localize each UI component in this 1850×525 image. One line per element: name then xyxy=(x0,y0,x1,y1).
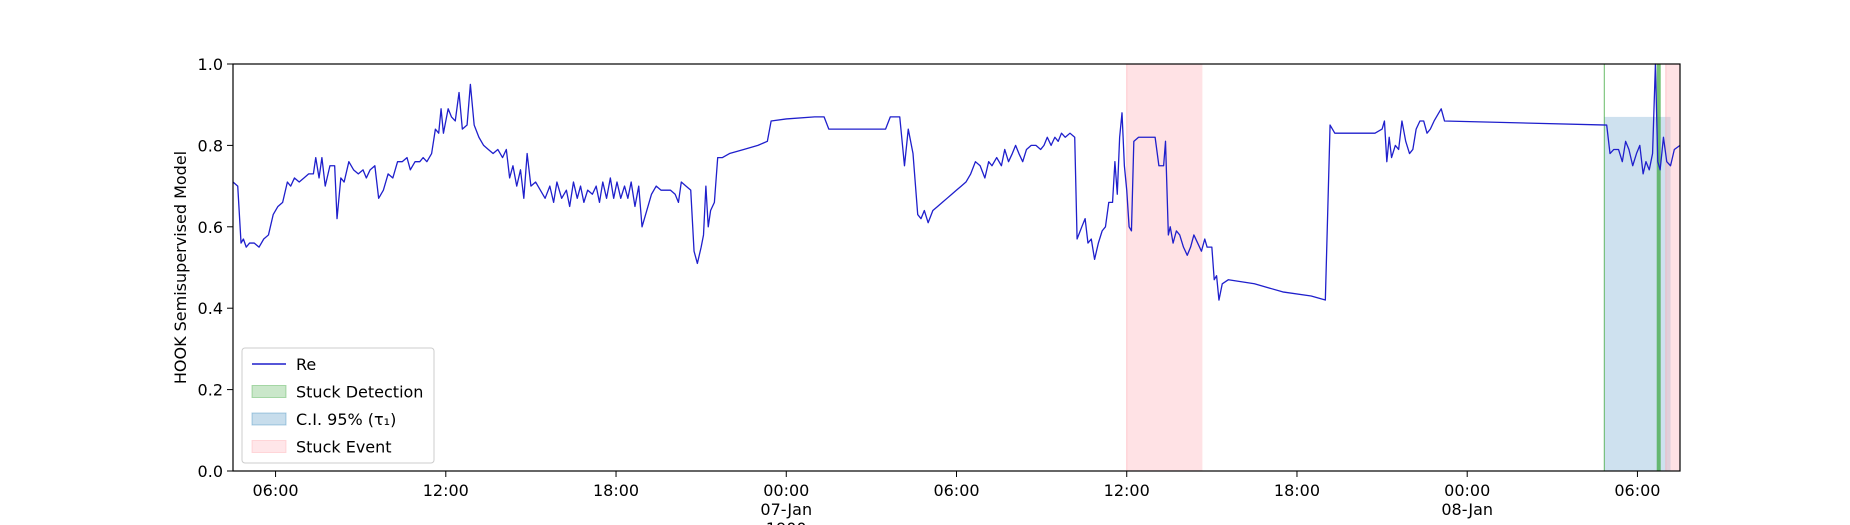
legend-box xyxy=(241,347,435,464)
legend-label: C.I. 95% (τ₁) xyxy=(296,410,396,429)
y-tick-label: 0.2 xyxy=(198,381,223,400)
legend: Re Stuck Detection C.I. 95% (τ₁) Stuck Even… xyxy=(241,347,435,464)
legend-label: Stuck Detection xyxy=(296,383,423,402)
x-tick-label: 06:00 xyxy=(1614,481,1660,500)
legend-swatch xyxy=(251,385,287,398)
y-tick-label: 0.0 xyxy=(198,462,223,481)
y-axis-label: HOOK Semisupervised Model xyxy=(171,151,190,384)
x-tick-label: 08-Jan xyxy=(1441,500,1493,519)
legend-label: Re xyxy=(296,355,316,374)
span-stuck-event-1 xyxy=(1126,64,1203,471)
series-line-re xyxy=(232,63,1681,301)
x-tick-label: 06:00 xyxy=(933,481,979,500)
y-tick-label: 0.4 xyxy=(198,299,223,318)
vlines-layer xyxy=(1603,64,1661,471)
x-tick-label: 00:00 xyxy=(763,481,809,500)
x-tick-label: 18:00 xyxy=(593,481,639,500)
x-tick-label: 18:00 xyxy=(1274,481,1320,500)
y-tick-label: 1.0 xyxy=(198,55,223,74)
y-tick-label: 0.6 xyxy=(198,218,223,237)
x-tick-label: 07-Jan xyxy=(760,500,812,519)
x-tick-label: 06:00 xyxy=(253,481,299,500)
x-tick-label: 12:00 xyxy=(1104,481,1150,500)
y-axis: 0.0 0.2 0.4 0.6 0.8 1.0 xyxy=(198,55,233,481)
y-tick-label: 0.8 xyxy=(198,136,223,155)
legend-swatch xyxy=(251,412,287,426)
x-tick-label: 12:00 xyxy=(423,481,469,500)
legend-swatch xyxy=(251,440,287,453)
legend-label: Stuck Event xyxy=(296,438,392,457)
x-tick-label: 1900 xyxy=(766,519,807,525)
x-tick-label: 00:00 xyxy=(1444,481,1490,500)
series-layer xyxy=(232,63,1681,301)
x-axis: 06:0012:0018:0000:0007-Jan190006:0012:00… xyxy=(253,471,1660,525)
span-stuck-event-2 xyxy=(1665,64,1680,471)
